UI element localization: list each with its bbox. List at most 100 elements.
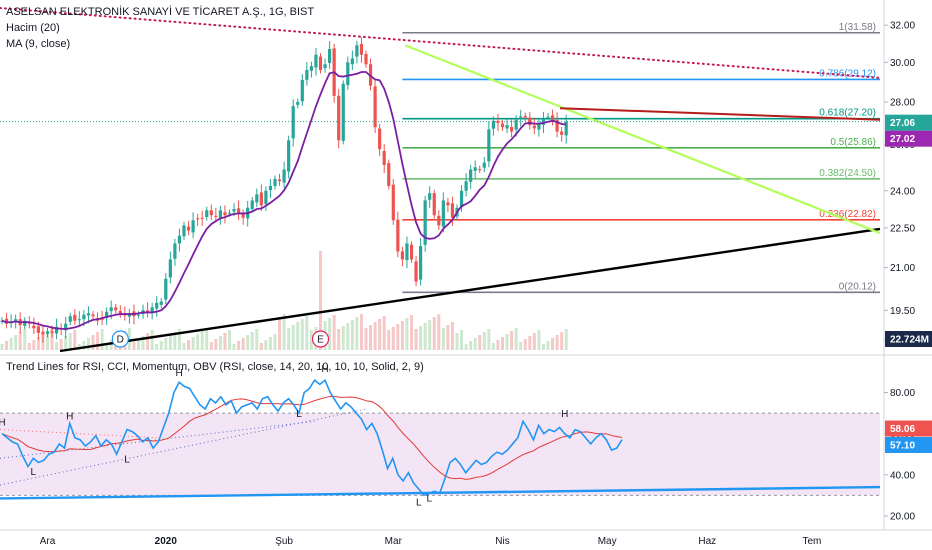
candle-body [428,193,432,200]
fib-level-label: 0.786(29.12) [819,68,876,79]
candle-body [23,320,27,326]
candle-body [177,235,182,244]
volume-bar [551,338,555,350]
candle-body [155,302,159,309]
rsi-dotted-trendline[interactable] [0,429,159,439]
event-badge[interactable] [111,330,129,348]
candle-body [323,64,327,69]
rsi-dotted-trendline[interactable] [0,408,367,486]
volume-bar [64,336,68,350]
rsi-pivot-label: L [426,494,432,505]
candle-body [423,200,427,245]
volume-bar [359,314,363,350]
rsi-tick-label: 80.00 [890,388,915,399]
volume-bar [378,319,382,350]
last-price-badge [885,114,932,131]
volume-bar [555,335,559,350]
descending-trendline[interactable] [404,44,881,235]
fib-level-label: 0.236(22.82) [819,209,876,220]
volume-bar [264,340,268,350]
volume-bar [241,338,245,350]
candle-body [255,194,259,203]
volume-bar [537,330,541,350]
candle-body [296,102,300,105]
fib-level-label: 1(31.58) [839,22,876,33]
support-trendline[interactable] [59,227,881,353]
candle-body [114,307,118,311]
volume-bar [259,343,263,350]
volume-bar [546,341,550,350]
rsi-pivot-label: L [30,467,36,478]
volume-bar [191,337,195,350]
candle-body [250,200,254,210]
volume-value-badge [885,331,932,347]
candle-body [68,316,72,322]
volume-bar [0,344,4,350]
price-tick-label: 28.00 [890,98,915,109]
volume-bar [364,328,368,350]
volume-bar [528,336,532,350]
volume-bar [250,332,254,350]
candle-body [414,261,418,282]
volume-bar [441,328,445,350]
volume-bar [532,333,536,350]
volume-bar [405,318,409,350]
ma-value-badge [885,130,932,147]
volume-bar [50,328,54,350]
triangle-upper-line[interactable] [559,107,881,121]
candle-body [168,259,172,278]
rsi-pivot-label: L [296,409,302,420]
volume-bar [437,314,441,350]
volume-bar [173,332,177,350]
candle-body [523,115,527,118]
volume-bar [255,329,259,350]
volume-bar [564,329,568,350]
volume-bar [177,329,181,350]
volume-bar [337,329,341,350]
volume-bar [105,343,109,350]
ma-line [1,71,567,331]
candle-body [277,179,282,182]
candle-body [82,314,86,320]
volume-bar [196,334,200,350]
volume-bar [155,344,159,350]
candle-body [409,244,414,260]
volume-bar [491,343,495,350]
rsi-value-badge-text: 57.10 [890,440,915,451]
candle-body [505,125,509,129]
candle-body [241,214,245,218]
candle-body [555,120,559,132]
candle-body [387,163,391,186]
candle-body [123,314,127,316]
volume-bar [382,316,386,350]
candle-body [50,331,54,333]
price-tick-label: 32.00 [890,21,915,32]
volume-bar [237,341,241,350]
rsi-pivot-label: H [0,417,6,428]
volume-bar [350,320,354,350]
candle-body [77,319,81,321]
price-pane[interactable]: 1(31.58) 0.786(29.12) 0.618(27.20) 0.5(25.8… [0,7,881,353]
candle-body [441,200,445,227]
volume-bar [268,337,272,350]
resistance-dotted-line[interactable] [0,7,881,79]
volume-bar [300,319,304,350]
volume-bar [32,340,36,350]
fib-level-label: 0(20.12) [839,281,876,292]
volume-bar [428,320,432,350]
candle-body [491,120,495,129]
volume-bar [464,344,468,350]
candle-body [560,131,564,135]
candle-body [227,212,232,214]
price-tick-label: 21.00 [890,263,915,274]
volume-bar [460,330,464,350]
volume-bar [282,314,286,350]
candle-body [500,123,505,128]
rsi-pivot-label: H [321,364,328,375]
volume-bar [82,341,86,350]
candle-body [328,49,332,63]
event-badge[interactable] [311,330,330,348]
